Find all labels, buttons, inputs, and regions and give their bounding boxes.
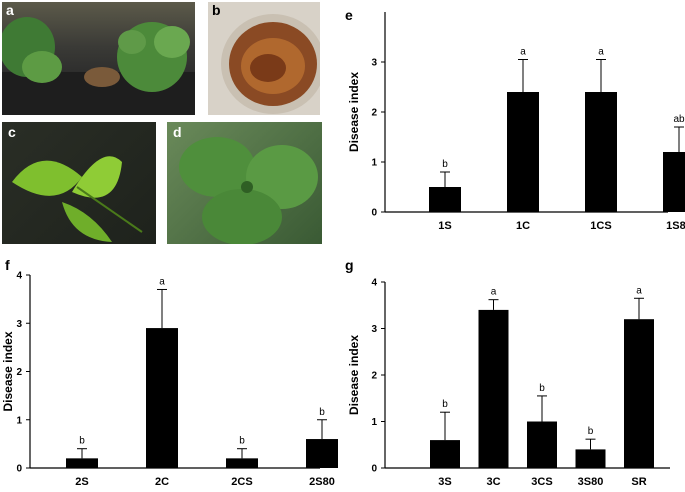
y-tick-label: 3	[371, 324, 377, 335]
bar-2S80	[306, 439, 338, 468]
y-tick-label: 2	[371, 371, 377, 382]
chart-panel-f: f 0 1 2 3 4 Disease index b 2S a 2C b 2CS b 2S80	[1, 257, 338, 488]
y-tick-label: 1	[371, 417, 377, 428]
y-tick-label: 4	[16, 271, 22, 282]
significance-label: b	[539, 383, 545, 394]
y-tick-label: 0	[371, 464, 377, 475]
y-tick-label: 0	[371, 208, 377, 219]
y-tick-label: 0	[16, 464, 22, 475]
significance-label: a	[491, 287, 497, 298]
x-tick-label: 2CS	[231, 476, 252, 488]
x-tick-label: 2S80	[309, 476, 335, 488]
bar-1C	[507, 92, 539, 212]
bar-3S80	[575, 449, 606, 468]
bar-3CS	[527, 421, 557, 468]
bar-2C	[146, 328, 178, 468]
bar-2CS	[226, 458, 258, 468]
x-tick-label: 3CS	[531, 476, 552, 488]
healthy-leaf-illustration	[179, 137, 318, 244]
significance-label: b	[442, 399, 448, 410]
chart-panel-e: e 0 1 2 3 Disease index b 1S a 1C a 1CS ab 1S80	[345, 7, 685, 232]
significance-label: ab	[673, 114, 685, 125]
photo-panel-a: a	[2, 2, 195, 115]
photo-panel-d: d	[167, 122, 322, 244]
y-tick-label: 3	[16, 319, 22, 330]
panel-label-g: g	[345, 257, 354, 273]
bar-2S	[66, 458, 98, 468]
significance-label: b	[239, 436, 245, 447]
significance-label: b	[442, 159, 448, 170]
x-tick-label: 2C	[155, 476, 169, 488]
panel-label-c: c	[8, 124, 16, 140]
crown-cross-section-illustration	[221, 14, 320, 114]
y-axis-label: Disease index	[1, 331, 15, 411]
y-tick-label: 1	[371, 158, 377, 169]
x-tick-label: 1S80	[666, 220, 685, 232]
y-tick-label: 4	[371, 278, 377, 289]
panel-label-a: a	[6, 2, 14, 18]
y-tick-label: 1	[16, 415, 22, 426]
panel-label-e: e	[345, 7, 353, 23]
y-tick-label: 2	[16, 367, 22, 378]
x-tick-label: 3C	[486, 476, 500, 488]
panel-label-d: d	[173, 124, 182, 140]
bar-1S80	[663, 152, 685, 212]
wilted-leaf-illustration	[12, 156, 143, 242]
significance-label: b	[79, 436, 85, 447]
x-tick-label: 1C	[516, 220, 530, 232]
significance-label: a	[598, 47, 604, 58]
x-tick-label: 2S	[75, 476, 88, 488]
bar-1S	[429, 187, 461, 212]
chart-panel-g: g 0 1 2 3 4 Disease index b 3S a 3C b 3CS b 3S80 a SR	[345, 257, 670, 488]
y-axis-label: Disease index	[347, 72, 361, 152]
bar-3C	[478, 309, 509, 468]
significance-label: a	[520, 47, 526, 58]
strawberry-plants-illustration	[2, 17, 195, 115]
significance-label: b	[319, 407, 325, 418]
significance-label: b	[588, 426, 594, 437]
x-tick-label: 1CS	[590, 220, 611, 232]
significance-label: a	[636, 285, 642, 296]
panel-label-f: f	[5, 257, 10, 273]
bar-3S	[430, 440, 460, 468]
x-tick-label: 3S	[438, 476, 451, 488]
x-tick-label: SR	[631, 476, 646, 488]
y-axis-label: Disease index	[347, 335, 361, 415]
bar-SR	[624, 319, 654, 468]
panel-label-b: b	[212, 2, 221, 18]
significance-label: a	[159, 276, 165, 287]
photo-panel-b: b	[208, 2, 320, 115]
bar-1CS	[585, 92, 617, 212]
photo-panel-c: c	[2, 122, 156, 244]
y-tick-label: 2	[371, 108, 377, 119]
x-tick-label: 3S80	[578, 476, 604, 488]
x-tick-label: 1S	[438, 220, 451, 232]
y-tick-label: 3	[371, 58, 377, 69]
